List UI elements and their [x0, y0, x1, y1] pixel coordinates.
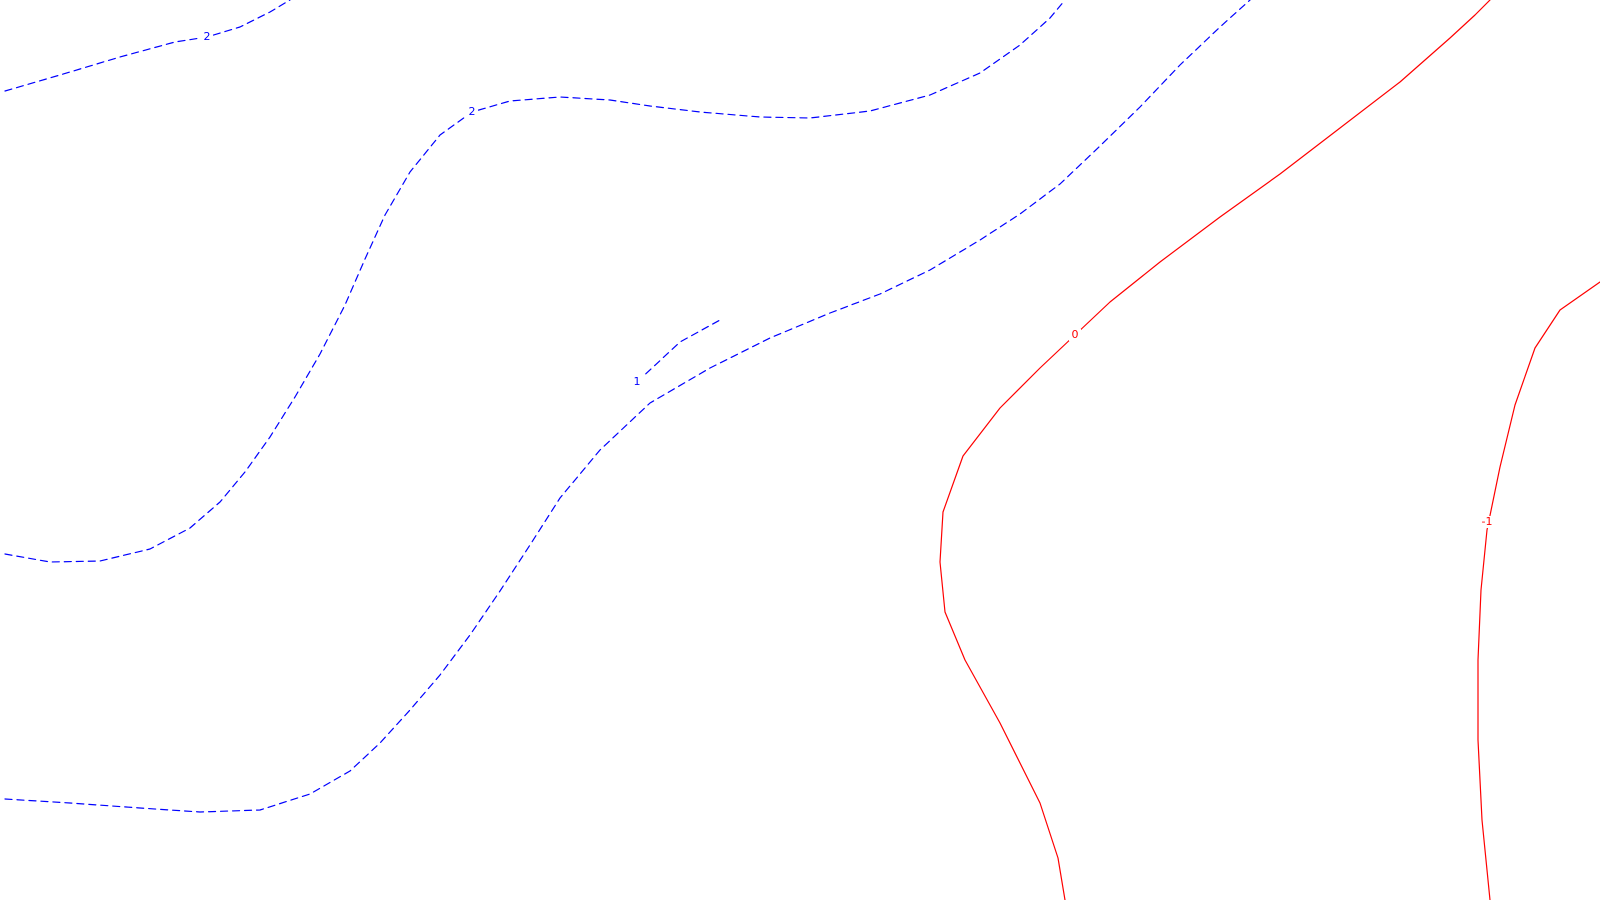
contour-level-2-middle-line: [4, 0, 1066, 563]
contour-labels: 2 2 1 0 -1: [201, 30, 1496, 528]
contour-level-1-line: [636, 319, 721, 383]
contour-level-minus-1-line: [1477, 281, 1600, 900]
contour-level-2-upper-label: 2: [204, 30, 211, 43]
contour-level-0-line: [939, 0, 1491, 900]
contour-level-2-upper-label-background: [201, 31, 213, 43]
contour-level-minus-1-label-background: [1478, 516, 1496, 528]
contour-level-0-label-background: [1069, 329, 1081, 341]
contour-level-1-label-background: [631, 376, 643, 388]
contour-level-0-label: 0: [1072, 328, 1079, 341]
contour-level-2-middle-label-background: [466, 106, 478, 118]
contour-level-1-label: 1: [634, 375, 641, 388]
contour-level-2-lower-line: [4, 0, 1251, 813]
contour-level-2-upper-line: [4, 0, 291, 92]
contour-lines: [4, 0, 1600, 900]
contour-level-2-middle-label: 2: [469, 105, 476, 118]
contour-level-minus-1-label: -1: [1482, 515, 1493, 528]
